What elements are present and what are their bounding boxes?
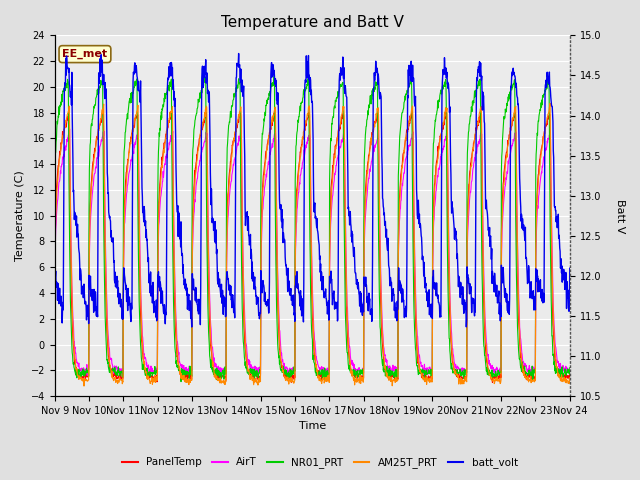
Y-axis label: Temperature (C): Temperature (C) — [15, 170, 25, 261]
AirT — [166, 142, 173, 147]
Line: batt_volt: batt_volt — [54, 53, 570, 327]
batt_volt — [566, 265, 573, 271]
AM25T_PRT — [566, 377, 573, 383]
batt_volt — [460, 311, 468, 316]
AirT — [51, 367, 58, 373]
Line: PanelTemp: PanelTemp — [54, 108, 570, 383]
AM25T_PRT — [392, 377, 400, 383]
PanelTemp — [165, 120, 173, 125]
Title: Temperature and Batt V: Temperature and Batt V — [221, 15, 404, 30]
PanelTemp — [51, 374, 58, 380]
AM25T_PRT — [505, 136, 513, 142]
NR01_PRT — [177, 379, 185, 384]
AirT — [566, 368, 573, 374]
Line: NR01_PRT: NR01_PRT — [54, 76, 570, 382]
batt_volt — [165, 74, 173, 80]
NR01_PRT — [506, 96, 513, 102]
PanelTemp — [392, 372, 399, 378]
AM25T_PRT — [546, 100, 554, 106]
batt_volt — [235, 50, 243, 56]
AM25T_PRT — [153, 378, 161, 384]
AirT — [284, 373, 292, 379]
Text: EE_met: EE_met — [62, 49, 108, 59]
NR01_PRT — [460, 373, 468, 379]
Y-axis label: Batt V: Batt V — [615, 199, 625, 233]
AirT — [134, 125, 142, 131]
batt_volt — [188, 324, 196, 330]
NR01_PRT — [51, 374, 58, 380]
Line: AirT: AirT — [54, 128, 570, 376]
AM25T_PRT — [80, 383, 88, 389]
batt_volt — [223, 269, 231, 275]
PanelTemp — [488, 380, 496, 385]
batt_volt — [506, 312, 513, 317]
NR01_PRT — [165, 88, 173, 94]
PanelTemp — [460, 375, 467, 381]
NR01_PRT — [270, 73, 278, 79]
Legend: PanelTemp, AirT, NR01_PRT, AM25T_PRT, batt_volt: PanelTemp, AirT, NR01_PRT, AM25T_PRT, ba… — [118, 453, 522, 472]
NR01_PRT — [393, 367, 401, 372]
NR01_PRT — [153, 370, 161, 375]
AM25T_PRT — [51, 375, 58, 381]
AirT — [506, 156, 513, 161]
AirT — [153, 366, 161, 372]
AirT — [460, 366, 468, 372]
AirT — [223, 233, 231, 239]
Line: AM25T_PRT: AM25T_PRT — [54, 103, 570, 386]
AirT — [393, 368, 401, 373]
NR01_PRT — [566, 365, 573, 371]
PanelTemp — [505, 135, 513, 141]
PanelTemp — [511, 105, 519, 111]
X-axis label: Time: Time — [299, 421, 326, 432]
AM25T_PRT — [223, 225, 231, 231]
batt_volt — [51, 260, 58, 265]
PanelTemp — [566, 372, 573, 377]
NR01_PRT — [223, 145, 231, 151]
PanelTemp — [223, 223, 230, 229]
PanelTemp — [153, 376, 161, 382]
batt_volt — [153, 318, 161, 324]
AM25T_PRT — [460, 379, 467, 385]
batt_volt — [393, 309, 401, 314]
AM25T_PRT — [166, 116, 173, 122]
